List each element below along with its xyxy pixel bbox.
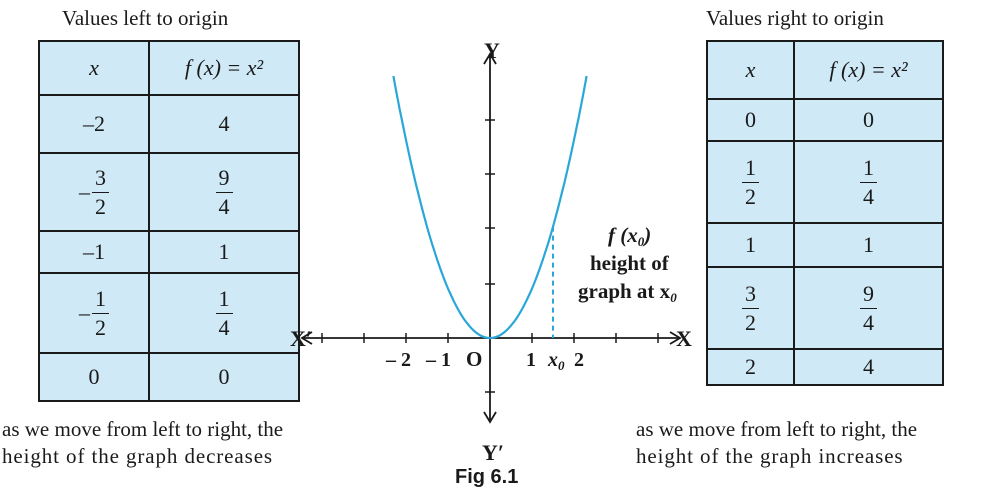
tick-label-2: 2 [574,349,584,371]
denominator: 4 [216,193,233,218]
numerator: 9 [860,283,877,309]
left-cell-x: 0 [39,353,149,401]
table-row: –1 1 [39,231,299,273]
y-neg-axis-label: Y′ [482,440,504,465]
x-axis-label: X [676,326,692,351]
numerator: 1 [92,288,109,314]
left-cell-fx: 1 [149,231,299,273]
annotation-graph-at: graph at x0 [578,279,677,305]
left-cell-x: –1 [39,231,149,273]
table-row: 2 4 [707,349,943,385]
numerator: 3 [92,167,109,193]
left-cell-x: –3 2 [39,153,149,231]
right-header-fx: f (x) = x² [794,41,943,99]
denominator: 4 [860,183,877,208]
right-cell-fx: 0 [794,99,943,141]
x0-symbol: x [547,349,558,371]
numerator: 1 [216,288,233,314]
left-note: as we move from left to right, the heigh… [2,416,283,470]
left-note-line2: height of the graph decreases [2,443,283,470]
denominator: 4 [216,314,233,339]
annotation-fx0-close: ) [642,223,651,247]
denominator: 2 [92,314,109,339]
x-neg-axis-label: X′ [290,326,312,351]
right-cell-x: 1 [707,223,794,267]
left-cell-x: –1 2 [39,273,149,353]
x0-subscript: 0 [558,358,565,373]
figure-label: Fig 6.1 [455,466,518,489]
tick-label-minus2: – 2 [385,349,411,371]
left-cell-fx: 4 [149,95,299,153]
denominator: 4 [860,309,877,334]
tick-label-x0: x0 [547,349,565,373]
tick-label-minus1: – 1 [425,349,451,371]
right-cell-fx: 4 [794,349,943,385]
annotation-fx0: f (x0) [608,223,651,249]
annotation-height-of: height of [590,251,670,275]
tick-label-1: 1 [526,349,536,371]
right-cell-fx: 1 [794,223,943,267]
table-row: 1 1 [707,223,943,267]
left-table-caption: Values left to origin [62,6,228,31]
table-row: –2 4 [39,95,299,153]
right-table-caption: Values right to origin [706,6,884,31]
annotation-graph-at-text: graph at x [578,279,671,303]
numerator: 3 [742,283,759,309]
denominator: 2 [742,309,759,334]
y-axis-label: Y [484,40,500,63]
annotation-fx0-text: f (x [608,223,638,247]
numerator: 1 [860,157,877,183]
annotation-graph-at-sub: 0 [670,290,677,305]
left-cell-fx: 0 [149,353,299,401]
left-cell-x: –2 [39,95,149,153]
left-header-x: x [39,41,149,95]
minus-sign: – [79,179,90,204]
denominator: 2 [92,193,109,218]
left-note-line1: as we move from left to right, the [2,416,283,443]
parabola-graph: Y Y′ X′ X O – 2 – 1 1 x0 2 f (x0) height… [290,40,700,470]
numerator: 9 [216,167,233,193]
right-cell-x: 2 [707,349,794,385]
table-row: 0 0 [39,353,299,401]
denominator: 2 [742,183,759,208]
origin-label: O [466,347,482,371]
table-row: 0 0 [707,99,943,141]
numerator: 1 [742,157,759,183]
right-header-x: x [707,41,794,99]
left-header-fx: f (x) = x² [149,41,299,95]
right-cell-x: 0 [707,99,794,141]
minus-sign: – [79,300,90,325]
